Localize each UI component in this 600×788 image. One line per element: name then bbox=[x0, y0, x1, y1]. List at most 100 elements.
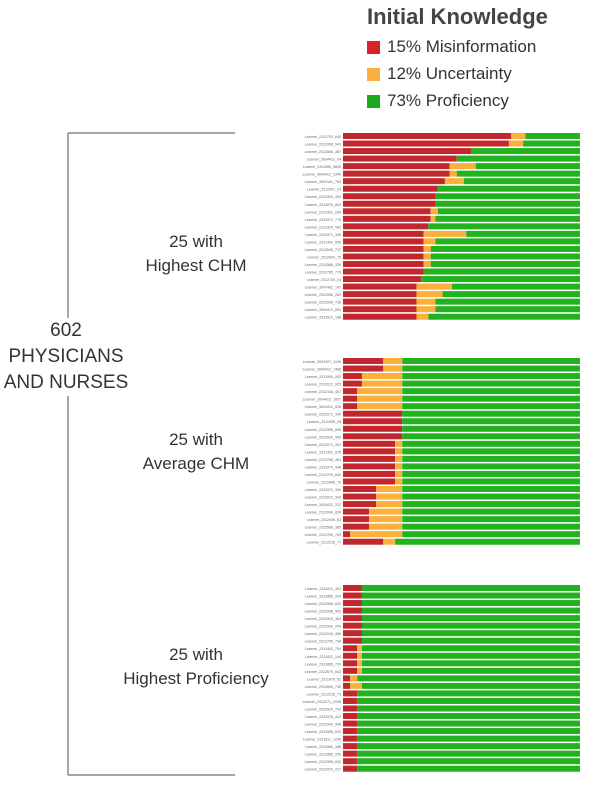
bar-segment-proficiency bbox=[466, 230, 580, 237]
bar-segment-misinformation bbox=[343, 230, 424, 237]
bar-segment-proficiency bbox=[402, 486, 580, 493]
bar-segment-misinformation bbox=[343, 455, 396, 462]
bar-segment-proficiency bbox=[435, 238, 580, 245]
bar-segment-misinformation bbox=[343, 313, 417, 320]
bar-segment-misinformation bbox=[343, 675, 351, 682]
total-count: 602 bbox=[50, 320, 82, 341]
bar-segment-uncertainty bbox=[383, 538, 396, 545]
learner-label: Learner_2312024_793 bbox=[305, 707, 341, 711]
bar-segment-proficiency bbox=[402, 531, 580, 538]
bar-segment-misinformation bbox=[343, 155, 457, 162]
learner-label: Learner_3004307_1106 bbox=[303, 360, 341, 364]
learner-label: Learner_2312649_745 bbox=[305, 685, 341, 689]
bar-segment-uncertainty bbox=[395, 463, 403, 470]
bar-segment-proficiency bbox=[357, 720, 580, 727]
bar-segment-misinformation bbox=[343, 600, 362, 607]
learner-label: Learner_3004412_526 bbox=[305, 405, 341, 409]
bar-segment-proficiency bbox=[456, 170, 580, 177]
learner-label: Learner_2312679_643 bbox=[305, 670, 341, 674]
bar-segment-proficiency bbox=[402, 493, 580, 500]
bar-segment-uncertainty bbox=[511, 133, 526, 139]
learner-label: Learner_3004413_04 bbox=[307, 158, 341, 162]
learner-label: Learner_2312071_2005 bbox=[303, 700, 341, 704]
learner-label: Learner_2311978_443 bbox=[305, 715, 341, 719]
bar-segment-proficiency bbox=[357, 758, 580, 765]
bar-segment-uncertainty bbox=[423, 230, 467, 237]
learner-label: Learner_3004412_1349 bbox=[303, 173, 341, 177]
bar-segment-misinformation bbox=[343, 268, 424, 275]
learner-label: Learner_2312958_833 bbox=[305, 760, 341, 764]
learner-label: Learner_2311811_1209 bbox=[303, 738, 341, 742]
bar-segment-misinformation bbox=[343, 298, 417, 305]
bar-segment-proficiency bbox=[402, 425, 580, 432]
bar-segment-uncertainty bbox=[416, 306, 436, 313]
bar-segment-uncertainty bbox=[395, 478, 403, 485]
bar-segment-uncertainty bbox=[423, 238, 436, 245]
legend-label-uncertainty: 12% Uncertainty bbox=[387, 64, 512, 83]
bar-segment-misinformation bbox=[343, 388, 358, 395]
bar-segment-proficiency bbox=[357, 675, 580, 682]
learner-label: Learner_2311972_300 bbox=[305, 488, 341, 492]
bar-segment-proficiency bbox=[357, 735, 580, 742]
legend-title: Initial Knowledge bbox=[367, 4, 548, 29]
learner-label: Learner_2312939_204 bbox=[305, 625, 341, 629]
bar-segment-uncertainty bbox=[423, 261, 431, 268]
misinformation-swatch bbox=[367, 40, 380, 54]
learner-label: Learner_2312024_227 bbox=[305, 768, 341, 772]
learner-label: Learner_2312216_73 bbox=[307, 692, 341, 696]
bar-segment-misinformation bbox=[343, 410, 403, 417]
bar-segment-proficiency bbox=[361, 585, 580, 591]
group-label-line: 25 with bbox=[169, 645, 223, 664]
learner-label: Learner_2312765_706 bbox=[305, 640, 341, 644]
bar-segment-misinformation bbox=[343, 516, 370, 523]
bar-segment-proficiency bbox=[402, 516, 580, 523]
learner-label: Learner_2312765_709 bbox=[305, 533, 341, 537]
bar-segment-proficiency bbox=[361, 667, 580, 674]
bar-segment-misinformation bbox=[343, 276, 422, 283]
bar-segment-misinformation bbox=[343, 163, 450, 170]
bar-segment-misinformation bbox=[343, 358, 384, 364]
bar-segment-uncertainty bbox=[395, 448, 403, 455]
learner-label: Learner_2311402_675 bbox=[305, 450, 341, 454]
learner-label: Learner_2311595_943 bbox=[305, 375, 341, 379]
bar-segment-proficiency bbox=[357, 713, 580, 720]
bar-segment-uncertainty bbox=[357, 645, 362, 652]
learner-label: Learner_2312915_364 bbox=[305, 617, 341, 621]
learner-label: Learner_2312154_407 bbox=[305, 390, 341, 394]
bar-segment-proficiency bbox=[402, 388, 580, 395]
learner-label: Learner_2312958_943 bbox=[305, 143, 341, 147]
bar-segment-proficiency bbox=[523, 140, 580, 147]
bar-segment-misinformation bbox=[343, 501, 377, 508]
bar-segment-misinformation bbox=[343, 690, 358, 697]
bar-segment-proficiency bbox=[437, 185, 580, 192]
learner-label: Learner_2312216_77 bbox=[307, 541, 341, 545]
bar-segment-uncertainty bbox=[508, 140, 524, 147]
bar-segment-uncertainty bbox=[376, 493, 403, 500]
bar-segment-proficiency bbox=[402, 463, 580, 470]
bar-segment-proficiency bbox=[435, 200, 580, 207]
bar-segment-misinformation bbox=[343, 607, 362, 614]
group-label-average-chm: 25 with Average CHM bbox=[96, 428, 296, 476]
bar-segment-uncertainty bbox=[361, 380, 403, 387]
bar-segment-misinformation bbox=[343, 185, 438, 192]
learner-label: Learner_3004412_312 bbox=[305, 503, 341, 507]
learner-label: Learner_2311402_794 bbox=[305, 647, 341, 651]
group-label-line: 25 with bbox=[169, 430, 223, 449]
legend-item-misinformation: 15% Misinformation bbox=[367, 37, 536, 57]
bar-segment-misinformation bbox=[343, 365, 384, 372]
learner-label: Learner_2312324_963 bbox=[305, 225, 341, 229]
bar-segment-misinformation bbox=[343, 486, 377, 493]
bar-segment-misinformation bbox=[343, 713, 358, 720]
bar-segment-proficiency bbox=[402, 365, 580, 372]
learner-label: Learner_2311591_24 bbox=[307, 188, 341, 192]
learner-label: Learner_2312811_188 bbox=[305, 316, 341, 320]
learner-label: Learner_3004161_753 bbox=[305, 180, 341, 184]
learner-label: Learner_2312071_300 bbox=[305, 413, 341, 417]
learner-label: Learner_2312958_633 bbox=[305, 602, 341, 606]
learner-label: Learner_2311972_775 bbox=[305, 218, 341, 222]
bar-segment-proficiency bbox=[357, 765, 580, 772]
bar-segment-misinformation bbox=[343, 765, 358, 772]
legend-item-proficiency: 73% Proficiency bbox=[367, 91, 509, 111]
learner-label: Learner_2312391_208 bbox=[305, 210, 341, 214]
learner-label: Learner_3004412_1607 bbox=[303, 398, 341, 402]
